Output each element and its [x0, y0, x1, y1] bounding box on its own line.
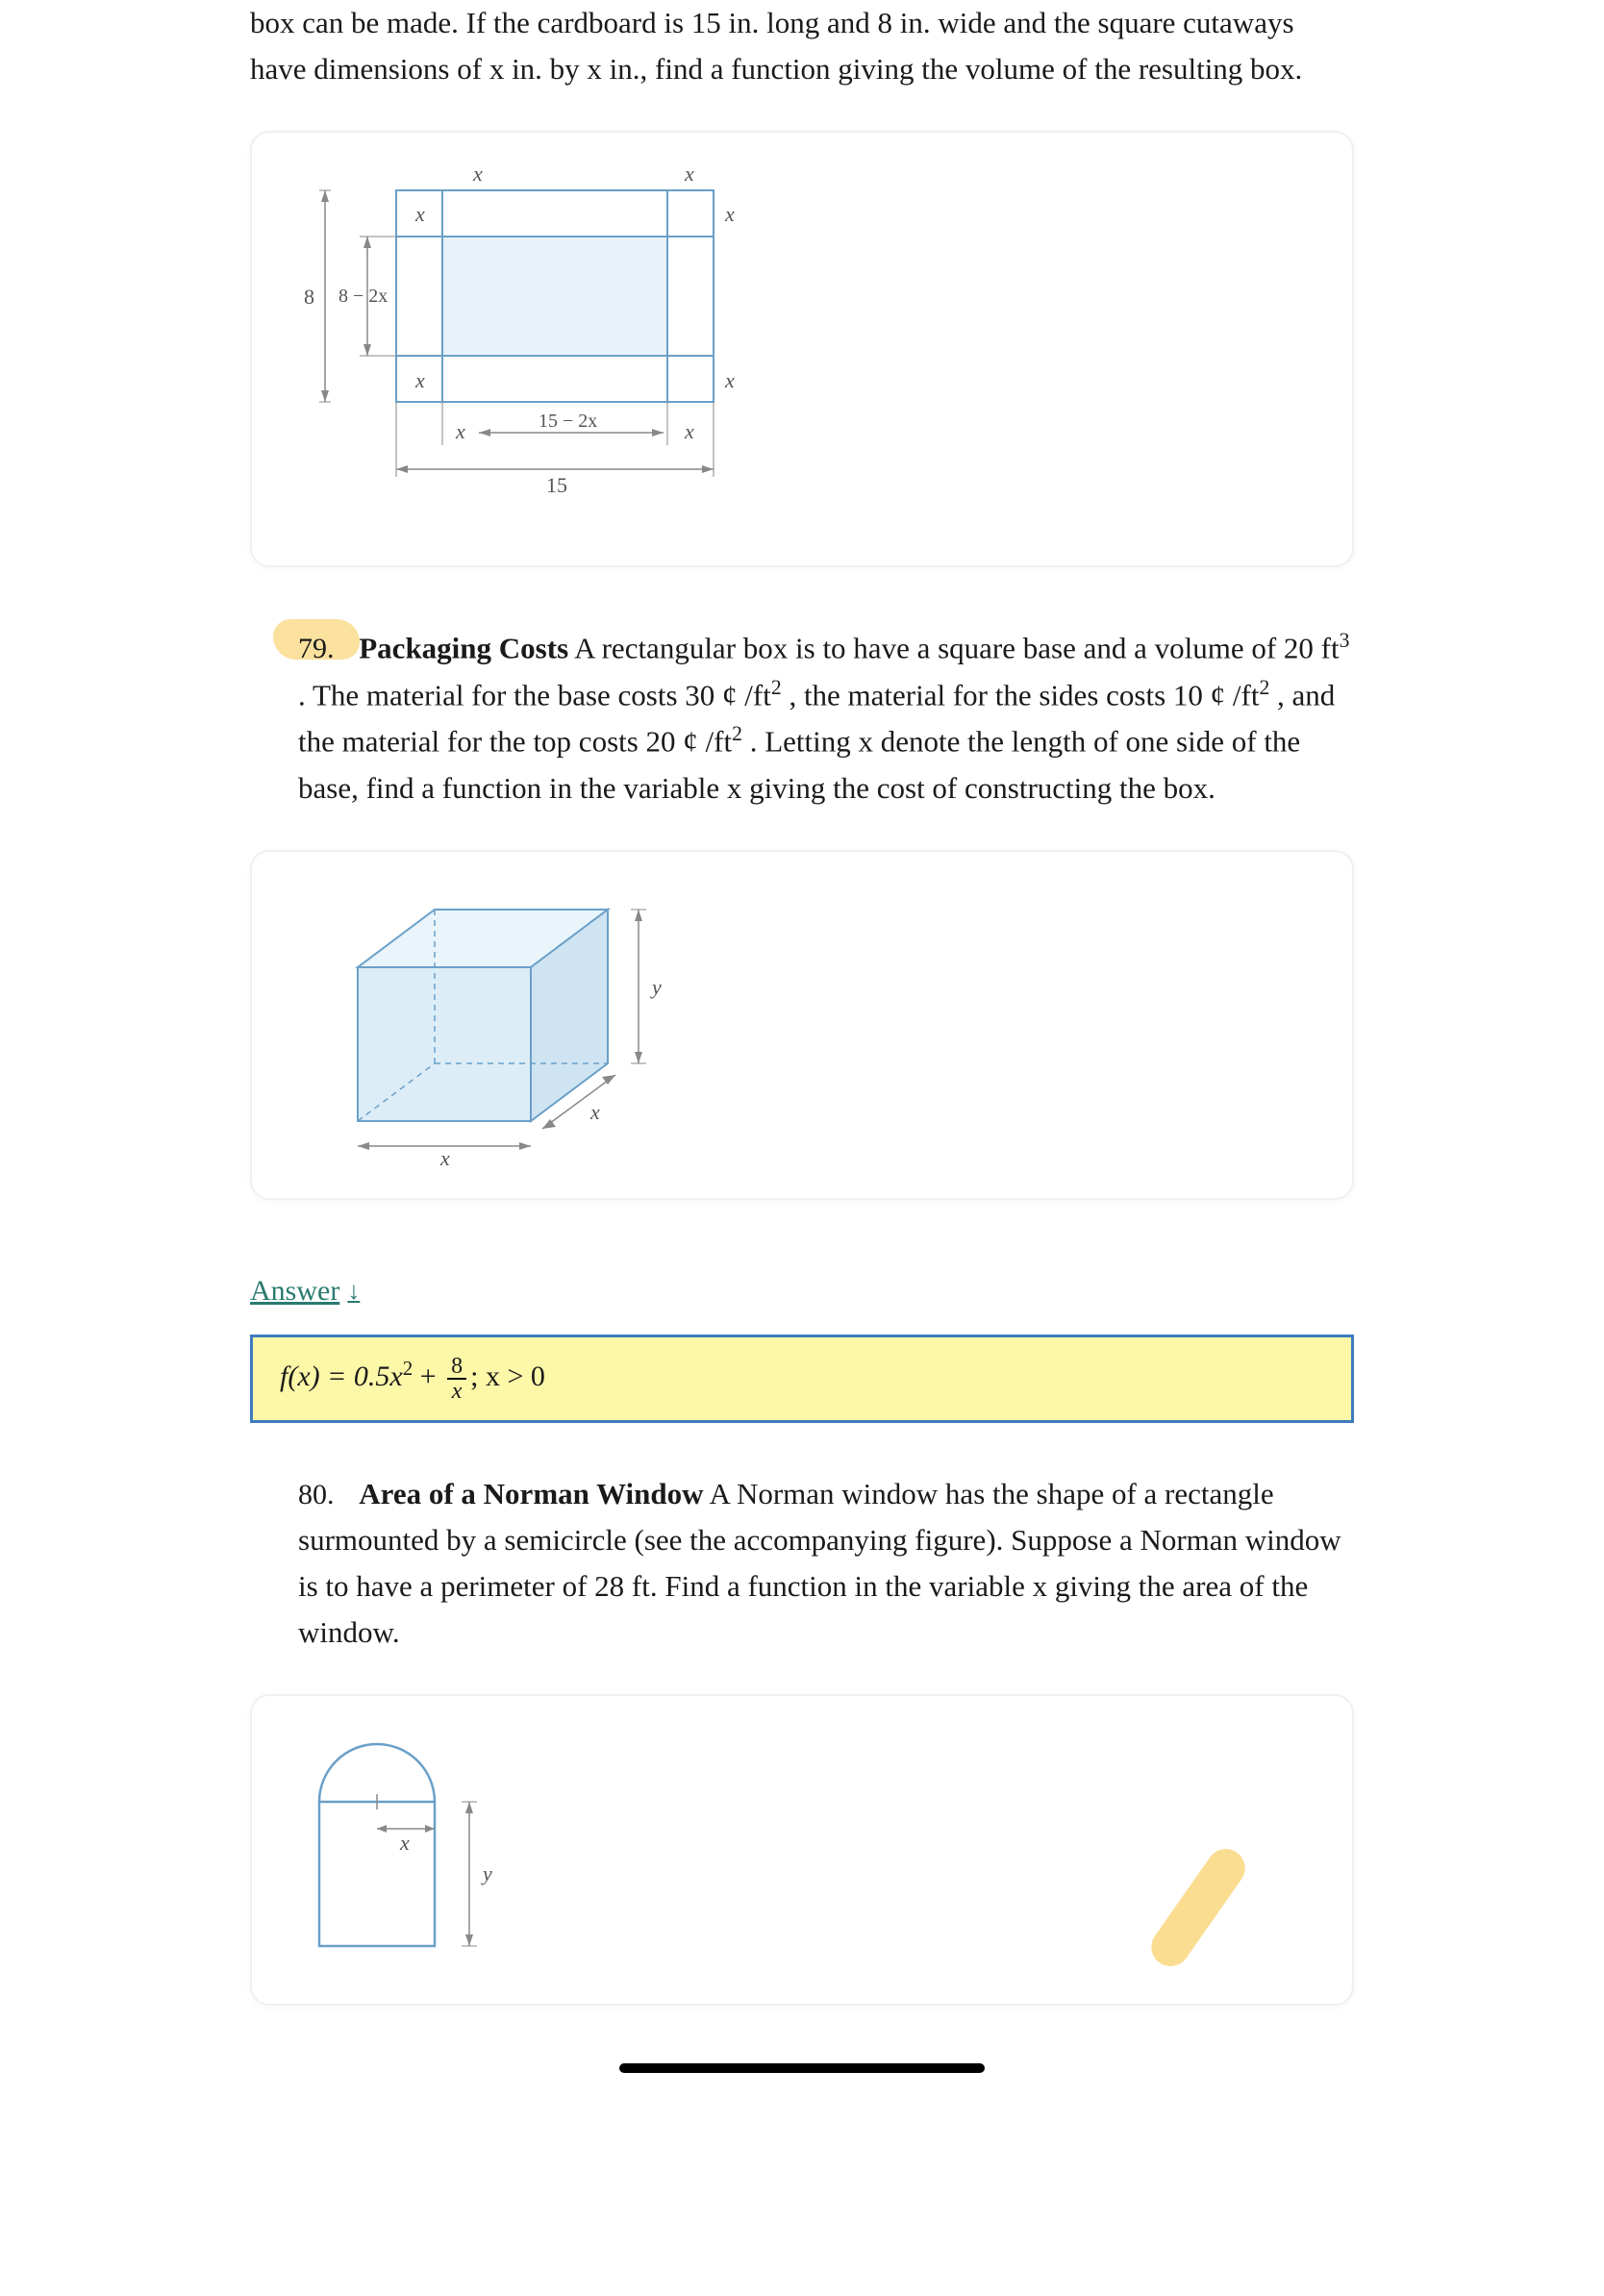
fig79-x2: x: [589, 1100, 600, 1124]
problem-79: 79. Packaging Costs A rectangular box is…: [250, 625, 1354, 811]
p79-b2: . The material for the base costs 30 ¢ /…: [298, 678, 771, 711]
ans-plus: +: [413, 1360, 443, 1392]
fig78-x-bl: x: [414, 368, 425, 392]
highlight-swoosh: [1143, 1842, 1252, 1975]
answer-toggle[interactable]: Answer ↓: [250, 1275, 360, 1308]
intro-paragraph: box can be made. If the cardboard is 15 …: [250, 0, 1354, 92]
ans-sup: 2: [403, 1357, 414, 1380]
fig78-x-top1: x: [472, 162, 483, 186]
p79-s2: 2: [771, 676, 782, 699]
figure-79-svg: x x y: [281, 881, 723, 1169]
fig78-x-br: x: [724, 368, 735, 392]
fig80-x: x: [399, 1831, 410, 1855]
problem-80: 80. Area of a Norman Window A Norman win…: [250, 1471, 1354, 1657]
chevron-down-icon: ↓: [347, 1277, 360, 1306]
fig78-x-tr: x: [724, 202, 735, 226]
problem-79-number: 79.: [298, 633, 335, 664]
figure-80-svg: x y: [281, 1725, 569, 1975]
fig78-dim-8: 8: [304, 285, 314, 309]
fig79-x1: x: [439, 1146, 450, 1169]
fig80-y: y: [481, 1861, 492, 1885]
p79-b1: A rectangular box is to have a square ba…: [568, 631, 1339, 664]
figure-78-card: x x x x x x x x 8 8 − 2x: [250, 131, 1354, 567]
fig78-x-top2: x: [684, 162, 694, 186]
p79-s1: 3: [1340, 629, 1350, 652]
figure-78-svg: x x x x x x x x 8 8 − 2x: [281, 162, 819, 537]
answer-link-text: Answer: [250, 1275, 339, 1308]
fig78-x-b2: x: [684, 419, 694, 443]
problem-80-number: 80.: [298, 1479, 335, 1510]
p79-s3: 2: [1259, 676, 1269, 699]
problem-79-title: Packaging Costs: [359, 631, 568, 664]
p79-s4: 2: [732, 722, 742, 745]
home-indicator: [619, 2063, 985, 2073]
p79-b3: , the material for the sides costs 10 ¢ …: [782, 678, 1260, 711]
fig78-dim-15: 15: [546, 473, 567, 497]
problem-80-title: Area of a Norman Window: [359, 1477, 703, 1510]
fig78-x-b1: x: [455, 419, 465, 443]
fig78-dim-8m2x: 8 − 2x: [338, 286, 388, 307]
answer-box: f(x) = 0.5x2 + 8x; x > 0: [250, 1335, 1354, 1423]
fig78-dim-15m2x: 15 − 2x: [539, 411, 597, 432]
ans-frac-num: 8: [447, 1355, 466, 1380]
figure-80-card: x y: [250, 1694, 1354, 2006]
figure-79-card: x x y: [250, 850, 1354, 1200]
fig79-y: y: [650, 975, 662, 999]
fig78-x-tl: x: [414, 202, 425, 226]
ans-prefix: f(x) = 0.5x: [280, 1360, 403, 1392]
ans-frac-den: x: [447, 1380, 466, 1403]
ans-suffix: ; x > 0: [470, 1360, 545, 1392]
